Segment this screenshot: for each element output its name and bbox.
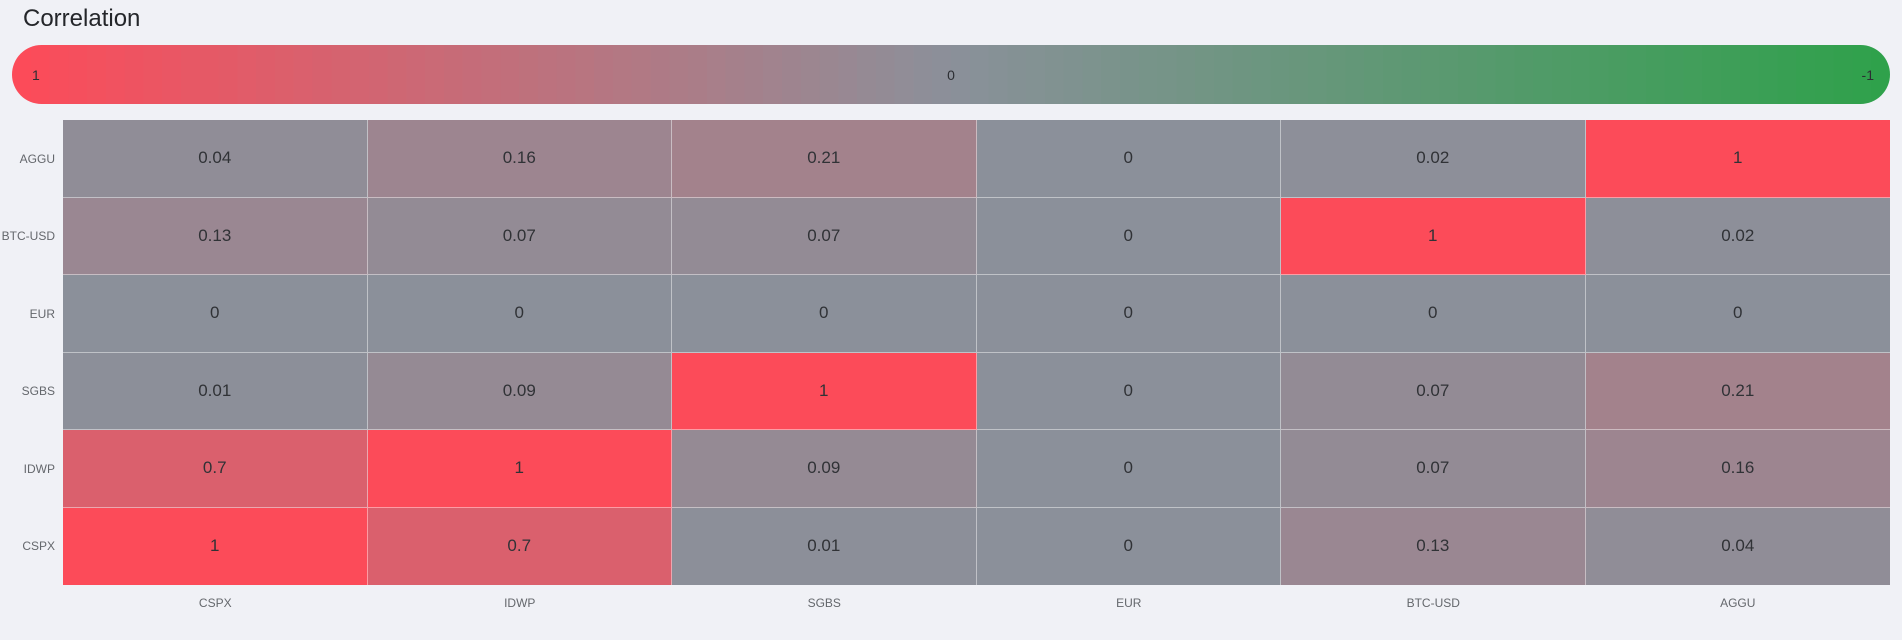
heatmap-cell[interactable]: 0.07: [672, 197, 977, 275]
heatmap-cell[interactable]: 0: [976, 507, 1281, 585]
heatmap-cell[interactable]: 0: [367, 275, 672, 353]
col-label: SGBS: [807, 596, 841, 610]
row-label: AGGU: [19, 151, 55, 166]
col-label: BTC-USD: [1406, 596, 1460, 610]
heatmap-cell[interactable]: 0: [976, 275, 1281, 353]
heatmap-cell[interactable]: 1: [367, 430, 672, 508]
color-scale-mid-label: 0: [947, 66, 955, 83]
heatmap-cell[interactable]: 0: [63, 275, 368, 353]
correlation-color-scale: 1 0 -1: [12, 45, 1890, 104]
heatmap-cell[interactable]: 0.01: [63, 352, 368, 430]
heatmap-cell[interactable]: 0: [672, 275, 977, 353]
heatmap-cell[interactable]: 0.07: [1281, 430, 1586, 508]
heatmap-cell[interactable]: 0.13: [1281, 507, 1586, 585]
color-scale-min-label: -1: [1861, 66, 1874, 83]
row-label: IDWP: [23, 461, 55, 476]
heatmap-cell[interactable]: 0.04: [63, 120, 368, 198]
heatmap-cell[interactable]: 0.07: [367, 197, 672, 275]
heatmap-cell[interactable]: 0.01: [672, 507, 977, 585]
heatmap-cell[interactable]: 1: [672, 352, 977, 430]
heatmap-cell[interactable]: 0: [976, 197, 1281, 275]
heatmap-cell[interactable]: 0: [1281, 275, 1586, 353]
page-title: Correlation: [23, 5, 141, 32]
heatmap-cell[interactable]: 1: [1585, 120, 1890, 198]
col-label: EUR: [1116, 596, 1142, 610]
heatmap-cell[interactable]: 0.13: [63, 197, 368, 275]
heatmap-cell[interactable]: 0.09: [672, 430, 977, 508]
heatmap-cell[interactable]: 0: [976, 352, 1281, 430]
row-label: CSPX: [22, 539, 55, 554]
x-axis-labels: CSPX IDWP SGBS EUR BTC-USD AGGU: [63, 592, 1890, 614]
heatmap-cell[interactable]: 1: [63, 507, 368, 585]
heatmap-cell[interactable]: 0.7: [63, 430, 368, 508]
col-label: IDWP: [504, 596, 536, 610]
heatmap-cell[interactable]: 0: [976, 430, 1281, 508]
heatmap-cell[interactable]: 0.21: [1585, 352, 1890, 430]
heatmap-cell[interactable]: 0.09: [367, 352, 672, 430]
heatmap-cell[interactable]: 0.02: [1281, 120, 1586, 198]
heatmap-cell[interactable]: 0.7: [367, 507, 672, 585]
correlation-heatmap: 0.04 0.16 0.21 0 0.02 1 0.13 0.07 0.07 0 1 0.02 0 0 0 0…: [63, 120, 1890, 585]
heatmap-cell[interactable]: 0.07: [1281, 352, 1586, 430]
y-axis-labels: AGGU BTC-USD EUR SGBS IDWP CSPX: [0, 120, 55, 585]
heatmap-cell[interactable]: 1: [1281, 197, 1586, 275]
heatmap-cell[interactable]: 0.16: [1585, 430, 1890, 508]
heatmap-cell[interactable]: 0: [976, 120, 1281, 198]
heatmap-cell[interactable]: 0.21: [672, 120, 977, 198]
col-label: AGGU: [1720, 596, 1756, 610]
heatmap-cell[interactable]: 0: [1585, 275, 1890, 353]
row-label: EUR: [29, 306, 55, 321]
color-scale-max-label: 1: [32, 66, 40, 83]
heatmap-cell[interactable]: 0.16: [367, 120, 672, 198]
row-label: SGBS: [21, 384, 55, 399]
row-label: BTC-USD: [1, 229, 55, 244]
col-label: CSPX: [198, 596, 232, 610]
heatmap-cell[interactable]: 0.04: [1585, 507, 1890, 585]
heatmap-cell[interactable]: 0.02: [1585, 197, 1890, 275]
